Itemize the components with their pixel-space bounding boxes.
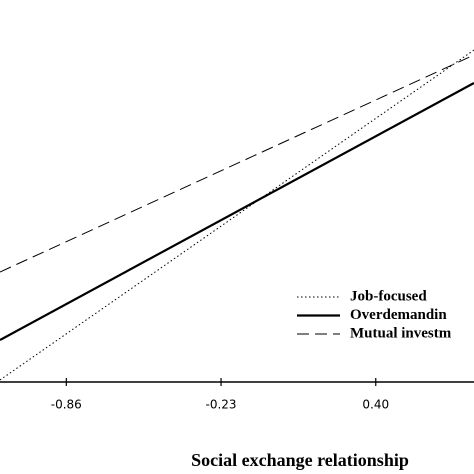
x-tick-label: -0.86 xyxy=(51,398,82,412)
legend-label: Job-focused xyxy=(350,288,427,304)
legend-label: Mutual investm xyxy=(350,325,452,341)
x-tick-label: 0.40 xyxy=(362,398,389,412)
series-line xyxy=(0,49,474,381)
x-axis-label: Social exchange relationship xyxy=(191,450,409,470)
series-line xyxy=(0,54,474,273)
x-tick-label: -0.23 xyxy=(206,398,237,412)
legend-label: Overdemandin xyxy=(350,307,447,323)
series-line xyxy=(0,82,474,341)
